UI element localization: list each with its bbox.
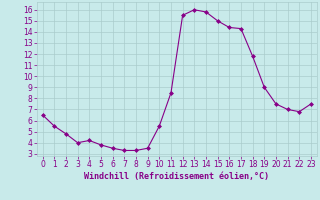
X-axis label: Windchill (Refroidissement éolien,°C): Windchill (Refroidissement éolien,°C) — [84, 172, 269, 181]
